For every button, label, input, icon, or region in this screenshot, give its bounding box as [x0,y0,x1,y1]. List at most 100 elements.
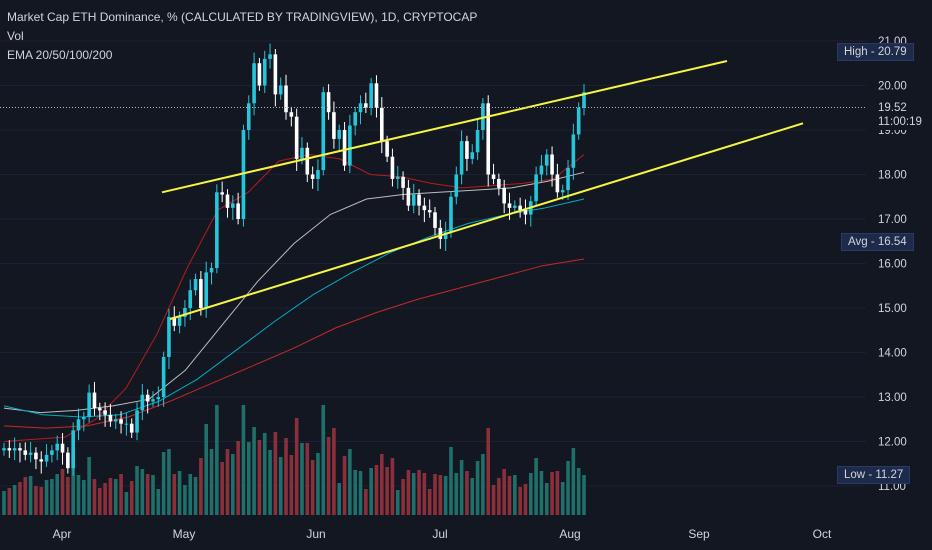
chart-title[interactable]: Market Cap ETH Dominance, % (CALCULATED … [7,10,478,24]
candle-up [28,452,33,455]
volume-bar [60,469,65,515]
volume-bar [28,476,33,515]
candle-down [379,107,384,142]
volume-bar [507,476,512,515]
candle-up [449,196,453,233]
candle-down [119,419,123,424]
candle-up [411,194,416,206]
volume-bar [395,490,400,515]
volume-bar [161,452,166,515]
candle-up [544,154,549,166]
time-axis[interactable]: Apr May Jun Jul Aug Sep Oct [53,527,832,541]
trendline-upper[interactable] [161,60,728,194]
candle-down [385,141,389,157]
avg-separator: - [870,236,878,248]
volume-bar [582,475,586,515]
volume-bar [300,443,304,515]
volume-bar [305,443,310,515]
avg-label: Avg [848,236,868,248]
avg-value: 16.54 [877,236,907,248]
candle-up [560,190,565,193]
bar-countdown: 11:00:19 [878,116,922,128]
vol-legend[interactable]: Vol [7,29,24,43]
candle-up [113,419,118,422]
volume-bar [113,479,118,515]
candle-down [518,205,522,211]
ema-line-ema-20 [3,153,585,442]
candle-up [87,392,91,418]
price-tick-label: 12.00 [878,437,907,449]
volume-bar [374,465,379,515]
candle-down [406,187,411,206]
candle-down [23,450,28,455]
candle-up [2,448,6,451]
volume-bar [497,478,501,515]
price-tick-label: 13.00 [878,392,907,404]
candle-down [273,54,278,95]
ema-legend[interactable]: EMA 20/50/100/200 [7,48,113,62]
volume-bar [438,475,443,515]
volume-bar [502,469,506,515]
volume-bar [82,480,86,515]
candle-up [395,176,400,179]
volume-bar [337,483,342,515]
volume-bar [156,489,161,515]
candle-up [470,152,475,159]
candle-down [550,154,554,175]
volume-bar [284,438,288,515]
candle-up [268,54,272,59]
volume-bar [225,449,230,515]
volume-bar [401,479,405,515]
candle-down [427,210,432,213]
price-tick-label: 16.00 [878,259,907,271]
ema-line-ema-200 [3,258,585,429]
candle-down [18,448,22,451]
volume-bar [262,433,267,515]
volume-bar [294,418,299,515]
candle-down [145,394,150,402]
candles [2,43,586,476]
price-tick-label: 15.00 [878,303,907,315]
volume-bar [433,474,437,515]
candle-up [167,316,171,357]
candle-up [124,423,129,425]
candle-down [332,112,336,139]
candle-up [539,165,544,175]
volume-bar [422,473,427,515]
candle-up [135,410,139,433]
volume-bar [539,471,544,515]
candle-down [507,203,512,208]
volume-bar [71,454,75,515]
trendline-lower[interactable] [169,122,804,321]
candle-up [534,174,538,202]
last-price-tag: 19.52 11:00:19 [870,100,932,130]
volume-bar [257,440,262,515]
candle-down [103,410,107,415]
volume-bar [273,432,278,515]
candle-up [231,203,235,208]
candle-down [108,414,113,422]
low-value: 11.27 [875,469,904,481]
trendlines[interactable] [161,60,804,321]
candle-down [294,116,299,159]
candle-down [422,205,427,211]
candle-down [502,187,506,204]
candle-up [12,448,17,451]
volume-bar [555,471,560,515]
volume-bar [348,449,352,515]
volume-bar [449,447,453,515]
time-tick-label: Aug [559,527,580,541]
volume-bar [209,449,214,515]
candle-down [497,178,501,188]
volume-bar [427,489,432,515]
candle-up [348,125,352,166]
candle-down [220,192,224,195]
volume-bar [39,487,44,515]
volume-bar [576,468,581,515]
volume-bar [465,471,469,515]
candle-up [582,92,586,108]
volume-bars [2,405,586,515]
volume-bar [406,470,411,515]
volume-bar [204,424,209,515]
